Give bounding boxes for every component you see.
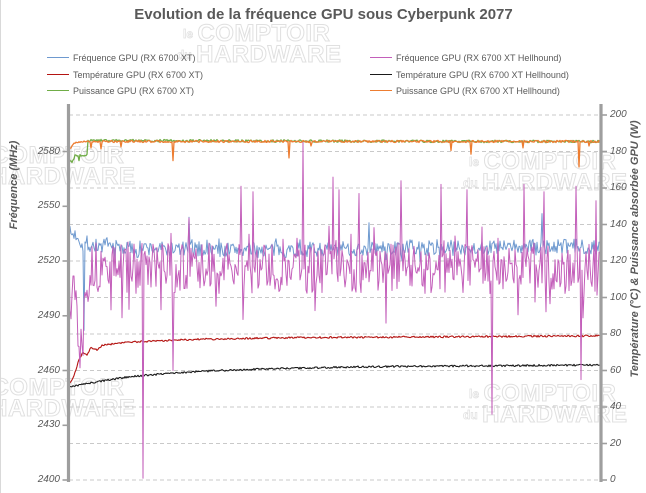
y-right-tick-label: 200	[610, 109, 627, 120]
y-left-tick-label: 2460	[37, 364, 60, 376]
y-right-tick-label: 100	[610, 291, 627, 303]
y-left-tick-label: 2430	[37, 419, 60, 431]
legend-swatch-line	[370, 90, 392, 91]
legend-item-label: Fréquence GPU (RX 6700 XT)	[73, 52, 196, 63]
legend-item-label: Puissance GPU (RX 6700 XT Hellhound)	[396, 85, 560, 96]
y-left-tick-label: 2490	[37, 309, 60, 321]
legend-swatch-line	[370, 57, 392, 58]
legend-item: Fréquence GPU (RX 6700 XT)	[47, 51, 196, 64]
y-left-tick-label: 2520	[37, 255, 60, 266]
legend-swatch-line	[370, 74, 392, 75]
legend-item: Puissance GPU (RX 6700 XT)	[47, 84, 194, 97]
y-left-tick-label: 2400	[37, 474, 60, 485]
y-right-tick-label: 20	[610, 437, 622, 449]
y-right-tick-label: 80	[610, 328, 622, 339]
y-axis-left-title: Fréquence (MHz)	[8, 140, 20, 230]
y-right-tick-label: 180	[610, 145, 627, 157]
series-line	[68, 138, 601, 164]
series-line	[68, 139, 601, 168]
y-right-tick-label: 160	[610, 182, 627, 193]
watermark: le COMPTOIR du HARDWARE	[177, 20, 342, 68]
legend-swatch-line	[47, 57, 69, 58]
y-right-tick-label: 0	[610, 474, 616, 485]
legend-item: Fréquence GPU (RX 6700 XT Hellhound)	[370, 51, 561, 64]
chart-title: Evolution de la fréquence GPU sous Cyber…	[134, 6, 513, 23]
y-right-tick-label: 60	[610, 364, 622, 376]
y-left-tick-label: 2550	[37, 200, 60, 212]
y-right-tick-label: 40	[610, 401, 622, 412]
y-right-tick-label: 120	[610, 255, 627, 266]
legend-item-label: Température GPU (RX 6700 XT)	[73, 69, 204, 80]
legend-swatch-line	[47, 74, 69, 75]
y-right-tick-label: 140	[610, 218, 627, 230]
series-line	[68, 334, 601, 384]
series-line	[68, 141, 601, 479]
series-line	[68, 363, 601, 388]
legend-item-label: Puissance GPU (RX 6700 XT)	[73, 85, 195, 96]
legend-item-label: Température GPU (RX 6700 XT Hellhound)	[396, 69, 569, 80]
legend-item: Température GPU (RX 6700 XT Hellhound)	[370, 68, 569, 81]
watermark: le COMPTOIR du HARDWARE	[463, 380, 628, 428]
legend-item: Température GPU (RX 6700 XT)	[47, 68, 203, 81]
legend-item: Puissance GPU (RX 6700 XT Hellhound)	[370, 84, 560, 97]
y-left-tick-label: 2580	[37, 145, 60, 157]
legend-item-label: Fréquence GPU (RX 6700 XT Hellhound)	[396, 52, 562, 63]
watermark: le COMPTOIR du HARDWARE	[463, 148, 628, 196]
legend-swatch-line	[47, 90, 69, 91]
